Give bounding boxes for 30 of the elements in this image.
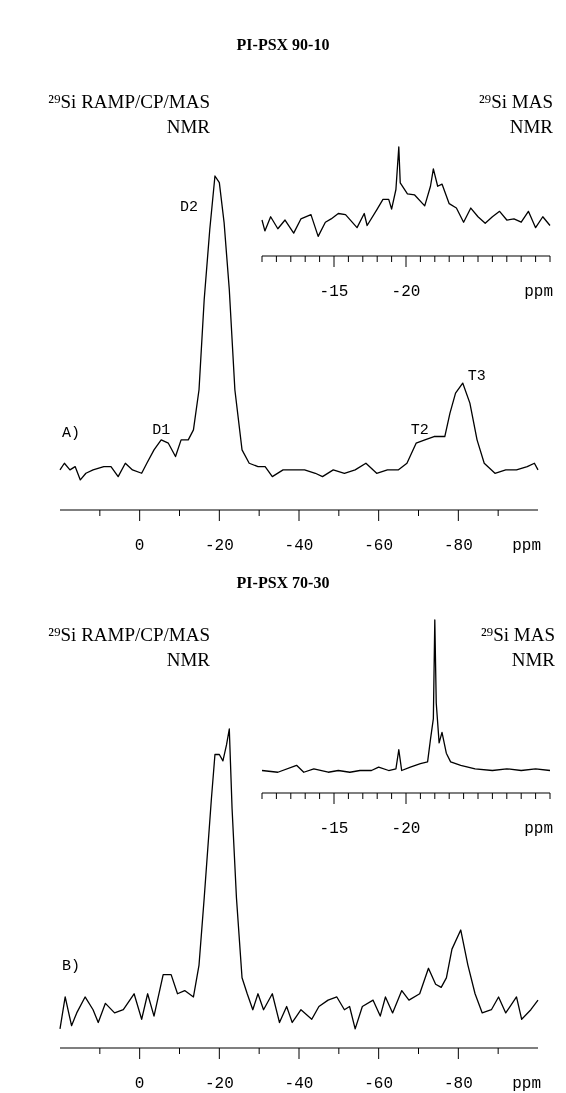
x-tick-label: -60	[364, 537, 394, 555]
x-tick-label: -20	[204, 1075, 234, 1093]
annotation: ²⁹Si MAS NMR	[480, 624, 556, 670]
x-tick-label: 0	[134, 537, 145, 555]
x-tick-label: -80	[443, 537, 473, 555]
x-tick-label: -60	[364, 1075, 394, 1093]
x-tick-label: -20	[391, 283, 421, 301]
annotation: D1	[152, 421, 171, 439]
chart-title: PI-PSX 70-30	[236, 574, 330, 591]
chart-title: PI-PSX 90-10	[236, 36, 330, 53]
text: ²⁹Si RAMP/CP/MAS NMR	[48, 624, 211, 670]
annotation: T2	[410, 421, 429, 439]
x-axis-title: ppm	[512, 537, 541, 555]
x-axis-title: ppm	[512, 1075, 541, 1093]
x-tick-label: 0	[134, 1075, 145, 1093]
annotation: D2	[179, 199, 198, 216]
annotation: T3	[467, 368, 486, 386]
text: ²⁹Si RAMP/CP/MAS NMR	[48, 91, 211, 137]
x-tick-label: -20	[391, 820, 421, 838]
x-tick-label: -15	[319, 820, 349, 838]
annotation: A)	[62, 425, 81, 442]
x-tick-label: -80	[443, 1075, 473, 1093]
x-tick-label: -40	[284, 537, 314, 555]
text: ²⁹Si MAS NMR	[478, 91, 554, 137]
x-axis-title: ppm	[524, 283, 553, 301]
annotation: B)	[62, 958, 81, 975]
x-axis-title: ppm	[524, 820, 553, 838]
x-tick-label: -20	[204, 537, 234, 555]
x-tick-label: -15	[319, 283, 349, 301]
x-tick-label: -40	[284, 1075, 314, 1093]
